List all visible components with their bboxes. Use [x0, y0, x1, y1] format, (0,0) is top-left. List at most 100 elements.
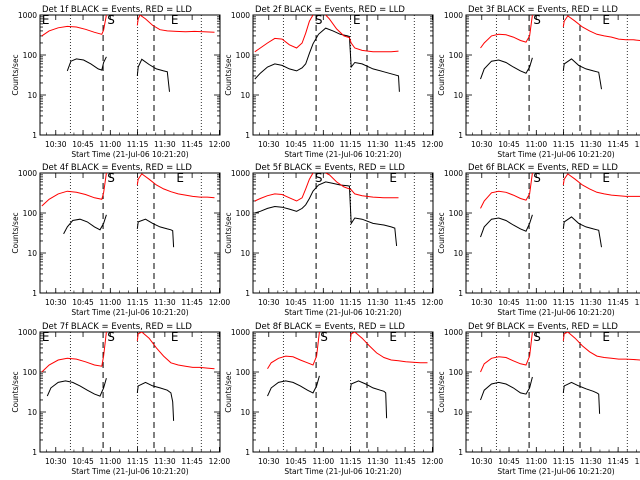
- y-axis-label: Counts/sec: [224, 371, 233, 412]
- y-tick-label: 1000: [18, 328, 37, 337]
- y-tick-label: 10: [240, 408, 250, 417]
- x-tick-label: 12:00: [422, 298, 444, 307]
- y-tick-label: 100: [449, 51, 464, 60]
- events-series-line: [480, 57, 602, 90]
- lld-series-line: [41, 173, 215, 207]
- x-tick-label: 10:30: [258, 457, 280, 466]
- panel-title: Det 2f BLACK = Events, RED = LLD: [255, 5, 405, 15]
- y-tick-label: 10: [453, 408, 463, 417]
- interval-marker-label: E: [602, 330, 610, 344]
- y-tick-label: 1000: [231, 328, 250, 337]
- plot-frame: [252, 14, 434, 136]
- x-tick-label: 11:00: [99, 457, 121, 466]
- events-series-line: [63, 214, 175, 248]
- x-tick-label: 12:00: [209, 140, 231, 149]
- panel-title: Det 1f BLACK = Events, RED = LLD: [42, 5, 192, 15]
- x-tick-label: 11:00: [99, 140, 121, 149]
- x-tick-label: 10:45: [498, 457, 520, 466]
- interval-marker-label: E: [171, 13, 179, 27]
- x-tick-label: 11:15: [127, 457, 149, 466]
- interval-marker-label: S: [315, 13, 323, 27]
- panel-title: Det 8f BLACK = Events, RED = LLD: [255, 322, 405, 332]
- interval-marker-label: E: [389, 330, 397, 344]
- lld-series-line: [41, 15, 215, 37]
- plot-frame: [252, 331, 434, 453]
- x-tick-label: 11:30: [580, 140, 602, 149]
- detector-panel: Det 7f BLACK = Events, RED = LLD 1 10 100 10…: [11, 322, 230, 476]
- x-tick-label: 12:00: [422, 457, 444, 466]
- x-tick-label: 11:30: [367, 457, 389, 466]
- x-tick-label: 11:00: [525, 140, 547, 149]
- x-tick-label: 11:15: [340, 457, 362, 466]
- x-tick-label: 10:45: [285, 140, 307, 149]
- y-tick-label: 1: [245, 289, 250, 298]
- y-axis-label: Counts/sec: [11, 54, 20, 95]
- x-tick-label: 10:45: [72, 457, 94, 466]
- x-tick-label: 10:30: [258, 298, 280, 307]
- x-tick-label: 10:45: [498, 140, 520, 149]
- y-tick-label: 100: [23, 368, 38, 377]
- x-tick-label: 11:15: [553, 140, 575, 149]
- x-tick-label: 12:00: [422, 140, 444, 149]
- x-axis-label: Start Time (21-Jul-06 10:21:20): [71, 467, 188, 476]
- detector-panel: Det 9f BLACK = Events, RED = LLD 1 10 100 10…: [437, 322, 640, 476]
- x-tick-label: 10:30: [45, 298, 67, 307]
- y-tick-label: 10: [240, 91, 250, 100]
- y-tick-label: 1000: [231, 169, 250, 178]
- events-series-line: [254, 27, 400, 92]
- x-tick-label: 10:45: [72, 298, 94, 307]
- detector-panel: Det 5f BLACK = Events, RED = LLD 1 10 100 10…: [224, 163, 443, 317]
- panel-title: Det 9f BLACK = Events, RED = LLD: [468, 322, 618, 332]
- x-tick-label: 11:00: [525, 457, 547, 466]
- x-tick-label: 11:30: [367, 140, 389, 149]
- x-tick-label: 10:45: [285, 298, 307, 307]
- x-axis-label: Start Time (21-Jul-06 10:21:20): [284, 150, 401, 159]
- events-series-line: [66, 56, 170, 92]
- lld-series-line: [267, 332, 428, 370]
- x-tick-label: 11:30: [580, 298, 602, 307]
- x-tick-label: 11:00: [99, 298, 121, 307]
- y-tick-label: 100: [236, 368, 251, 377]
- x-tick-label: 10:30: [471, 298, 493, 307]
- x-tick-label: 11:45: [394, 298, 416, 307]
- y-tick-label: 1: [32, 289, 37, 298]
- interval-marker-label: E: [42, 13, 50, 27]
- y-tick-label: 10: [453, 91, 463, 100]
- detector-panel: Det 2f BLACK = Events, RED = LLD 1 10 100 10…: [224, 5, 443, 159]
- y-tick-label: 10: [27, 91, 37, 100]
- y-tick-label: 10: [453, 249, 463, 258]
- plot-frame: [465, 331, 640, 453]
- x-tick-label: 11:00: [312, 140, 334, 149]
- detector-panel: Det 1f BLACK = Events, RED = LLD 1 10 100 10…: [11, 5, 230, 159]
- plot-frame: [465, 172, 640, 294]
- x-tick-label: 11:45: [607, 298, 629, 307]
- interval-marker-label: S: [107, 330, 115, 344]
- interval-marker-label: E: [176, 171, 184, 185]
- x-tick-label: 11:45: [394, 457, 416, 466]
- y-tick-label: 1000: [18, 169, 37, 178]
- x-tick-label: 12:00: [635, 140, 640, 149]
- x-tick-label: 11:45: [607, 457, 629, 466]
- plot-frame: [39, 14, 221, 136]
- events-series-line: [46, 378, 175, 421]
- interval-marker-label: E: [171, 330, 179, 344]
- x-tick-label: 10:30: [471, 457, 493, 466]
- interval-marker-label: S: [315, 171, 323, 185]
- events-series-line: [480, 214, 602, 248]
- x-tick-label: 11:00: [525, 298, 547, 307]
- x-axis-label: Start Time (21-Jul-06 10:21:20): [284, 467, 401, 476]
- y-tick-label: 1: [245, 131, 250, 140]
- y-tick-label: 100: [236, 209, 251, 218]
- plot-frame: [39, 172, 221, 294]
- y-axis-label: Counts/sec: [224, 212, 233, 253]
- interval-marker-label: S: [533, 13, 541, 27]
- y-tick-label: 1000: [18, 11, 37, 20]
- x-tick-label: 10:30: [471, 140, 493, 149]
- x-tick-label: 11:30: [154, 457, 176, 466]
- y-tick-label: 1: [458, 131, 463, 140]
- y-axis-label: Counts/sec: [437, 212, 446, 253]
- x-tick-label: 10:30: [45, 457, 67, 466]
- interval-marker-label: S: [107, 13, 115, 27]
- y-tick-label: 1000: [444, 169, 463, 178]
